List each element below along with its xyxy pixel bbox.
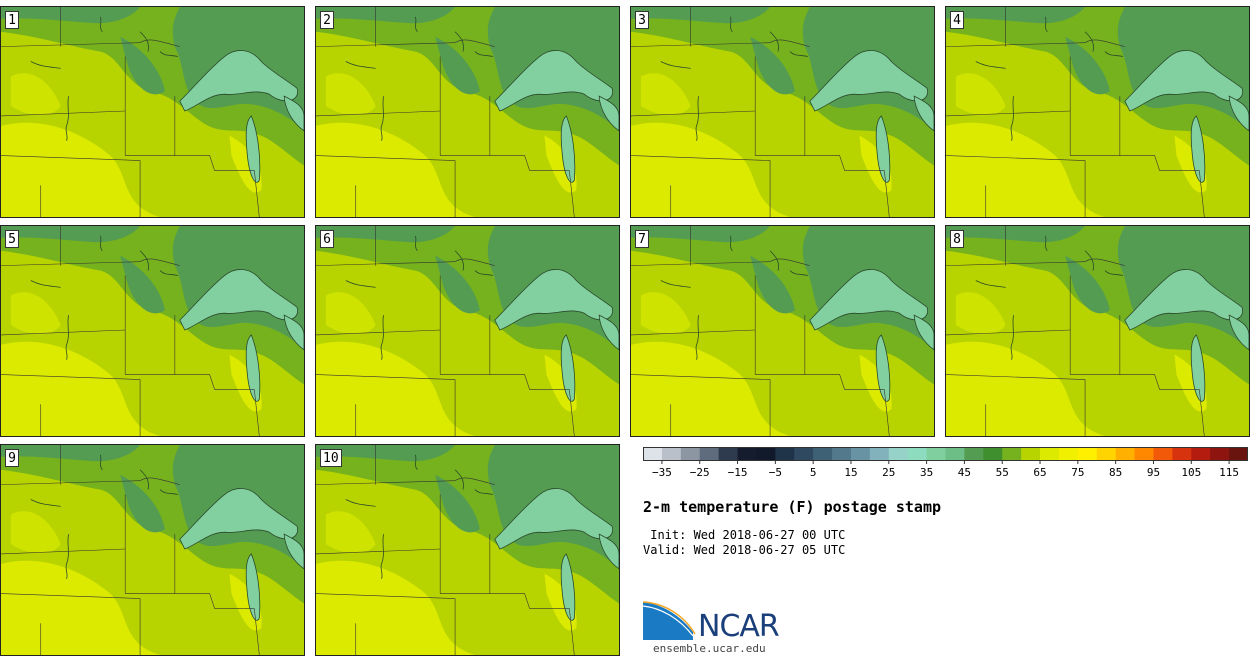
colorbar-tick-label: 115 [1219, 466, 1239, 479]
colorbar-swatch [1153, 447, 1173, 461]
colorbar-swatch [907, 447, 928, 461]
temperature-map [316, 445, 619, 655]
colorbar-swatch [1096, 447, 1117, 461]
colorbar-tick-label: −5 [769, 466, 782, 479]
temperature-map [316, 226, 619, 436]
panel-8: 8 [945, 225, 1250, 437]
colorbar-tick-label: 55 [996, 466, 1009, 479]
temperature-map [1, 226, 304, 436]
colorbar-swatch [1058, 447, 1079, 461]
ncar-logo-icon [643, 601, 696, 640]
temperature-map [1, 7, 304, 217]
logo-text: NCAR [698, 609, 780, 644]
chart-title: 2-m temperature (F) postage stamp [643, 498, 942, 516]
panel-number: 7 [635, 230, 649, 248]
colorbar-tick-label: 65 [1033, 466, 1046, 479]
colorbar-tick-label: 85 [1109, 466, 1122, 479]
colorbar-border [643, 447, 1248, 461]
colorbar-swatch [1040, 447, 1060, 461]
panel-3: 3 [630, 6, 935, 218]
colorbar-svg: −35 −25 −15 −5 5 15 25 35 45 55 65 75 85 95 105 115 [643, 447, 1248, 479]
panel-4: 4 [945, 6, 1250, 218]
colorbar-tick-label: 105 [1181, 466, 1201, 479]
temperature-map [946, 7, 1249, 217]
colorbar-tick-label: 45 [958, 466, 971, 479]
colorbar-swatch [850, 447, 871, 461]
panel-5: 5 [0, 225, 305, 437]
colorbar-tick-label: 5 [810, 466, 817, 479]
colorbar-tick-label: −35 [652, 466, 672, 479]
panel-number: 4 [950, 11, 964, 29]
colorbar-swatch [813, 447, 833, 461]
colorbar: −35 −25 −15 −5 5 15 25 35 45 55 65 75 85 95 105 115 [643, 447, 1248, 483]
colorbar-swatch [945, 447, 965, 461]
colorbar-tick-label: 15 [844, 466, 857, 479]
colorbar-swatch [869, 447, 890, 461]
temperature-map [631, 226, 934, 436]
colorbar-swatch [832, 447, 852, 461]
colorbar-swatch [680, 447, 701, 461]
init-time: Init: Wed 2018-06-27 00 UTC [643, 528, 846, 542]
colorbar-swatch [775, 447, 795, 461]
panel-number: 9 [5, 449, 19, 467]
panel-number: 5 [5, 230, 19, 248]
colorbar-swatch [964, 447, 984, 461]
colorbar-tick-label: 35 [920, 466, 933, 479]
panel-7: 7 [630, 225, 935, 437]
colorbar-swatch [718, 447, 739, 461]
panel-2: 2 [315, 6, 620, 218]
colorbar-tick-label: −15 [728, 466, 748, 479]
colorbar-swatch [643, 447, 663, 461]
colorbar-swatch [1134, 447, 1154, 461]
colorbar-tick-label: 25 [882, 466, 895, 479]
colorbar-swatch [1172, 447, 1192, 461]
colorbar-tick-label: 75 [1071, 466, 1084, 479]
panel-number: 6 [320, 230, 334, 248]
colorbar-swatch [699, 447, 720, 461]
colorbar-swatch [1210, 447, 1230, 461]
colorbar-swatch [661, 447, 682, 461]
colorbar-swatch [1077, 447, 1098, 461]
panel-6: 6 [315, 225, 620, 437]
colorbar-tick-label: −25 [690, 466, 710, 479]
temperature-map [1, 445, 304, 655]
colorbar-swatch [1021, 447, 1041, 461]
temperature-map [316, 7, 619, 217]
colorbar-swatch [1115, 447, 1136, 461]
panel-number: 8 [950, 230, 964, 248]
panel-number: 2 [320, 11, 334, 29]
colorbar-swatch [1191, 447, 1211, 461]
colorbar-swatch [756, 447, 776, 461]
colorbar-swatch [737, 447, 757, 461]
panel-number: 1 [5, 11, 19, 29]
colorbar-swatch [1002, 447, 1022, 461]
colorbar-swatch [926, 447, 946, 461]
panel-1: 1 [0, 6, 305, 218]
panel-number: 3 [635, 11, 649, 29]
panel-10: 10 [315, 444, 620, 656]
valid-time: Valid: Wed 2018-06-27 05 UTC [643, 543, 846, 557]
panel-9: 9 [0, 444, 305, 656]
colorbar-swatch [794, 447, 814, 461]
logo-url: ensemble.ucar.edu [653, 642, 766, 655]
temperature-map [946, 226, 1249, 436]
temperature-map [631, 7, 934, 217]
colorbar-swatch [888, 447, 909, 461]
colorbar-swatch [983, 447, 1003, 461]
panel-number: 10 [320, 449, 342, 467]
colorbar-swatch [1229, 447, 1248, 461]
colorbar-tick-label: 95 [1147, 466, 1160, 479]
